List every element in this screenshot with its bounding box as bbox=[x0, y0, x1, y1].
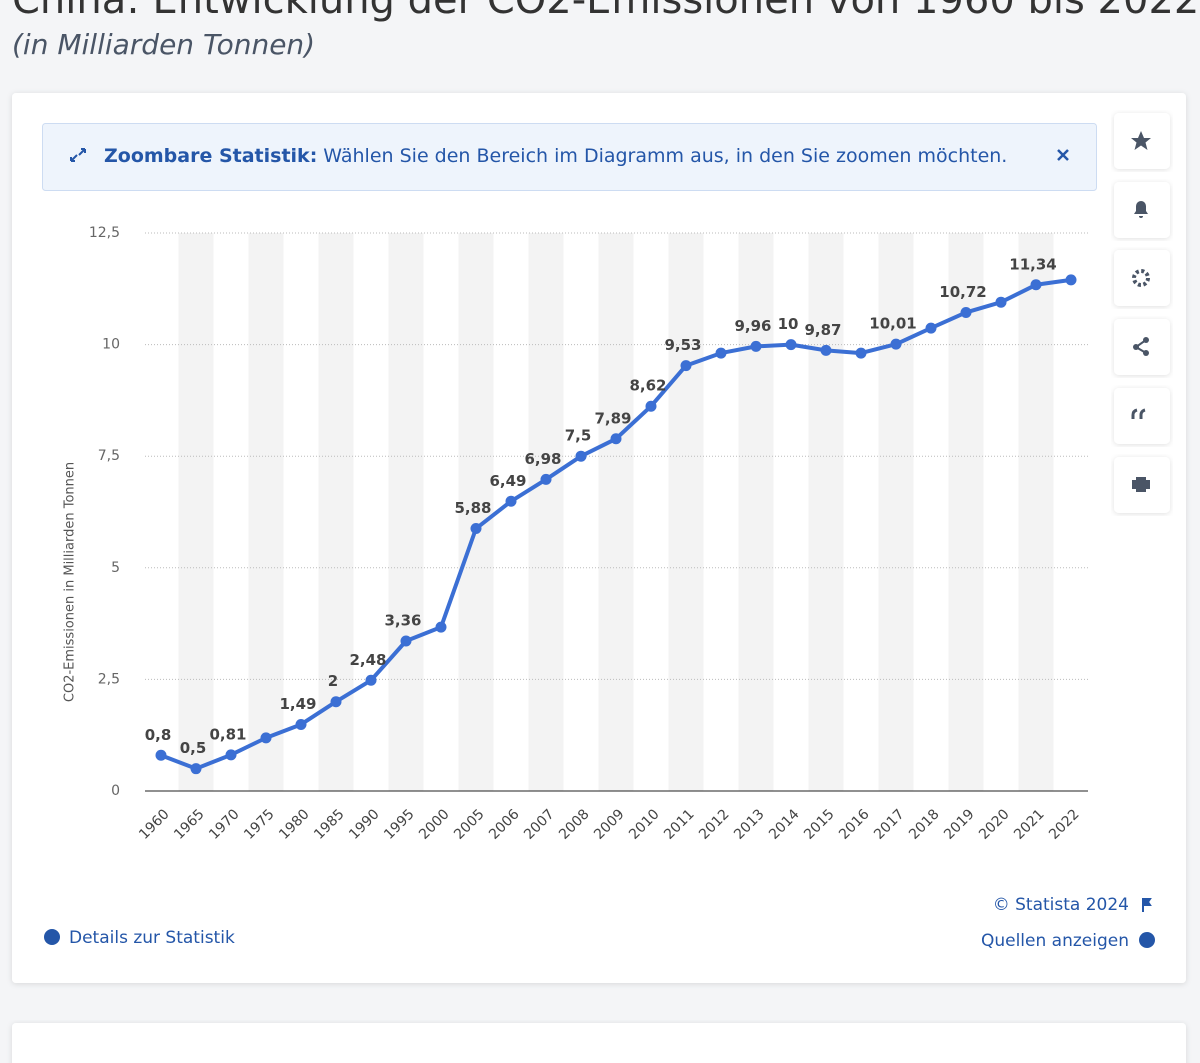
y-tick-label: 0 bbox=[111, 783, 120, 799]
close-banner[interactable] bbox=[1057, 149, 1069, 161]
page-title: China: Entwicklung der CO2-Emissionen vo… bbox=[12, 0, 1199, 23]
details-link[interactable]: Details zur Statistik bbox=[69, 928, 235, 948]
share-button[interactable] bbox=[1114, 319, 1170, 375]
column-band bbox=[878, 233, 914, 791]
value-label: 2 bbox=[328, 672, 338, 690]
point bbox=[855, 347, 867, 359]
point bbox=[330, 696, 342, 708]
value-label: 9,87 bbox=[804, 321, 841, 339]
page-subtitle: (in Milliarden Tonnen) bbox=[12, 28, 315, 61]
value-label: 10 bbox=[778, 315, 799, 333]
y-tick-label: 10 bbox=[102, 337, 120, 353]
point bbox=[365, 674, 377, 686]
column-band bbox=[388, 233, 424, 791]
value-label: 3,36 bbox=[384, 612, 421, 630]
y-axis-label: CO2-Emissionen in Milliarden Tonnen bbox=[63, 462, 78, 702]
share-dot bbox=[1143, 350, 1149, 356]
banner-text: Zoombare Statistik: Wählen Sie den Bereic… bbox=[104, 145, 1007, 167]
point bbox=[260, 732, 272, 744]
value-label: 6,49 bbox=[489, 472, 526, 490]
value-label: 2,48 bbox=[349, 651, 386, 669]
next-card bbox=[12, 1023, 1186, 1063]
point bbox=[995, 296, 1007, 308]
zoom-icon bbox=[70, 148, 86, 162]
sources-link[interactable]: Quellen anzeigen bbox=[981, 931, 1129, 951]
point bbox=[190, 763, 202, 775]
column-band bbox=[948, 233, 984, 791]
point bbox=[1065, 274, 1077, 286]
value-label: 7,5 bbox=[565, 427, 592, 445]
share-dot bbox=[1133, 344, 1139, 350]
quote-icon bbox=[1131, 408, 1146, 419]
point bbox=[225, 749, 237, 761]
column-band bbox=[668, 233, 704, 791]
gear-icon bbox=[1132, 269, 1150, 287]
value-label: 5,88 bbox=[454, 499, 491, 517]
banner-message: Wählen Sie den Bereich im Diagramm aus, … bbox=[323, 145, 1007, 167]
point bbox=[540, 473, 552, 485]
point bbox=[435, 621, 447, 633]
value-label: 9,96 bbox=[734, 317, 771, 335]
point bbox=[505, 495, 517, 507]
value-label: 8,62 bbox=[629, 377, 666, 395]
column-band bbox=[598, 233, 634, 791]
column-band bbox=[248, 233, 284, 791]
copyright[interactable]: © Statista 2024 bbox=[993, 895, 1129, 915]
side-buttons bbox=[1114, 113, 1170, 513]
point bbox=[1030, 279, 1042, 291]
value-label: 11,34 bbox=[1009, 255, 1056, 273]
point bbox=[470, 523, 482, 535]
info-icon bbox=[1139, 932, 1155, 948]
value-label: 7,89 bbox=[594, 409, 631, 427]
value-label: 9,53 bbox=[664, 336, 701, 354]
point bbox=[295, 718, 307, 730]
zoom-banner bbox=[42, 123, 1097, 191]
share-dot bbox=[1143, 337, 1149, 343]
point bbox=[155, 749, 167, 761]
point bbox=[750, 340, 762, 352]
print-icon bbox=[1132, 477, 1150, 492]
point bbox=[575, 450, 587, 462]
value-label: 6,98 bbox=[524, 450, 561, 468]
y-tick-label: 12,5 bbox=[89, 225, 120, 241]
column-band bbox=[178, 233, 214, 791]
star-icon bbox=[1131, 131, 1151, 150]
flag-icon bbox=[1142, 898, 1152, 912]
value-label: 10,01 bbox=[869, 315, 916, 333]
y-tick-label: 5 bbox=[111, 560, 120, 576]
column-band bbox=[1018, 233, 1054, 791]
column-band bbox=[458, 233, 494, 791]
column-band bbox=[318, 233, 354, 791]
banner-label: Zoombare Statistik: bbox=[104, 145, 317, 167]
point bbox=[610, 433, 622, 445]
point bbox=[960, 306, 972, 318]
point bbox=[925, 322, 937, 334]
point bbox=[645, 400, 657, 412]
info-icon bbox=[44, 929, 60, 945]
value-label: 10,72 bbox=[939, 283, 986, 301]
value-label: 1,49 bbox=[279, 695, 316, 713]
settings-button[interactable] bbox=[1114, 250, 1170, 306]
point bbox=[820, 344, 832, 356]
point bbox=[715, 347, 727, 359]
column-band bbox=[528, 233, 564, 791]
column-band bbox=[808, 233, 844, 791]
y-tick-label: 7,5 bbox=[98, 448, 120, 464]
column-band bbox=[738, 233, 774, 791]
y-tick-label: 2,5 bbox=[98, 671, 120, 687]
value-label: 0,8 bbox=[145, 726, 172, 744]
point bbox=[400, 635, 412, 647]
bell-icon bbox=[1134, 201, 1148, 218]
value-label: 0,81 bbox=[209, 725, 246, 743]
point bbox=[680, 360, 692, 372]
point bbox=[785, 339, 797, 351]
point bbox=[890, 338, 902, 350]
value-label: 0,5 bbox=[180, 739, 207, 757]
